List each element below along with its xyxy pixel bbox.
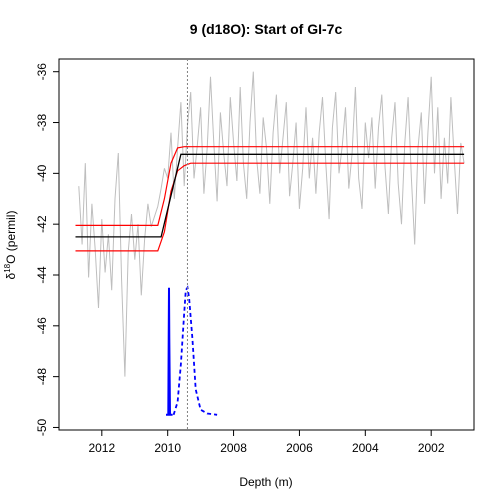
y-axis-label: δ18O (permil) [3, 211, 18, 280]
x-tick-label: 2006 [286, 441, 313, 455]
x-axis: 2012 2010 2008 2006 2004 2002 [88, 430, 444, 455]
onset-distribution-line [166, 288, 173, 415]
x-tick-label: 2002 [418, 441, 445, 455]
y-tick-label: -36 [35, 63, 49, 81]
upper-bound-line [76, 147, 465, 226]
y-axis: -36 -38 -40 -42 -44 -46 -48 -50 [35, 63, 59, 436]
chart-title: 9 (d18O): Start of GI-7c [190, 21, 343, 37]
raw-data-line [79, 72, 464, 377]
y-axis-label-suffix: O (permil) [4, 211, 18, 264]
end-distribution-line [174, 288, 218, 415]
y-tick-label: -48 [35, 368, 49, 386]
x-axis-label: Depth (m) [239, 475, 292, 489]
distribution-layer [166, 288, 217, 415]
x-tick-label: 2010 [154, 441, 181, 455]
x-tick-label: 2012 [88, 441, 115, 455]
y-tick-label: -46 [35, 317, 49, 335]
x-tick-label: 2008 [220, 441, 247, 455]
raw-data-layer [79, 72, 464, 377]
y-tick-label: -38 [35, 114, 49, 132]
x-tick-label: 2004 [352, 441, 379, 455]
y-tick-label: -40 [35, 164, 49, 182]
y-tick-label: -44 [35, 266, 49, 284]
lower-bound-line [76, 163, 465, 251]
y-tick-label: -42 [35, 215, 49, 233]
y-tick-label: -50 [35, 418, 49, 436]
plot-frame [59, 59, 474, 430]
